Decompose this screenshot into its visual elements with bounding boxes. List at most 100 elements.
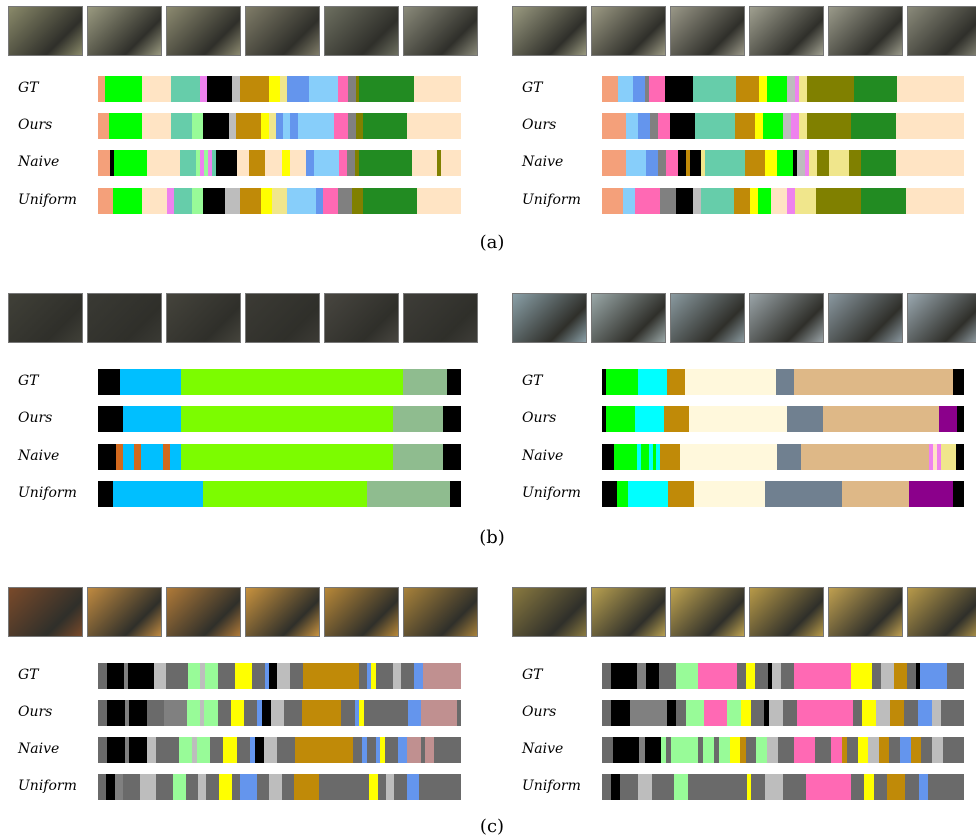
action-segment xyxy=(868,737,879,763)
action-segment xyxy=(916,663,921,689)
action-segment xyxy=(281,774,295,800)
action-segment xyxy=(156,774,174,800)
action-segment xyxy=(602,481,617,507)
action-segment xyxy=(394,774,407,800)
action-segment xyxy=(414,663,423,689)
action-segment xyxy=(315,188,324,214)
action-segment xyxy=(953,369,965,395)
video-frame-thumbnail xyxy=(828,6,903,56)
action-segment xyxy=(377,774,387,800)
action-segment xyxy=(694,481,765,507)
video-frame-thumbnail xyxy=(591,587,666,637)
action-segment xyxy=(443,444,462,470)
thumbnail-strip xyxy=(512,293,976,343)
action-segment xyxy=(946,663,965,689)
row-label: Uniform xyxy=(522,778,581,794)
action-segment xyxy=(187,663,201,689)
action-segment xyxy=(626,113,639,139)
action-segment xyxy=(649,76,666,102)
segmentation-bar xyxy=(98,406,462,432)
video-frame-thumbnail xyxy=(87,293,162,343)
row-label: Uniform xyxy=(18,778,77,794)
action-segment xyxy=(268,113,277,139)
action-segment xyxy=(367,663,372,689)
video-frame-thumbnail xyxy=(591,6,666,56)
action-segment xyxy=(750,700,765,726)
action-segment xyxy=(124,700,130,726)
video-frame-thumbnail xyxy=(670,293,745,343)
action-segment xyxy=(422,663,462,689)
action-segment xyxy=(694,113,735,139)
action-segment xyxy=(355,76,360,102)
action-segment xyxy=(450,481,462,507)
action-segment xyxy=(875,700,890,726)
video-frame-thumbnail xyxy=(749,293,824,343)
action-segment xyxy=(257,700,262,726)
action-segment xyxy=(719,737,730,763)
action-segment xyxy=(268,663,278,689)
action-segment xyxy=(98,150,111,176)
action-segment xyxy=(106,700,125,726)
action-segment xyxy=(795,188,817,214)
action-segment xyxy=(268,76,280,102)
action-segment xyxy=(208,150,213,176)
action-segment xyxy=(251,663,265,689)
action-segment xyxy=(295,737,354,763)
action-segment xyxy=(264,663,269,689)
action-segment xyxy=(314,150,339,176)
action-segment xyxy=(602,444,614,470)
action-segment xyxy=(602,406,606,432)
action-segment xyxy=(217,663,235,689)
row-label: Naive xyxy=(522,741,564,757)
action-segment xyxy=(297,113,335,139)
video-frame-thumbnail xyxy=(828,587,903,637)
action-segment xyxy=(638,774,652,800)
action-segment xyxy=(687,774,747,800)
segmentation-bar xyxy=(602,444,965,470)
action-segment xyxy=(228,113,237,139)
action-segment xyxy=(112,188,142,214)
action-segment xyxy=(852,700,863,726)
video-frame-thumbnail xyxy=(245,587,320,637)
action-segment xyxy=(806,76,854,102)
segmentation-bar xyxy=(602,774,965,800)
action-segment xyxy=(192,737,197,763)
action-segment xyxy=(98,444,117,470)
action-segment xyxy=(762,113,784,139)
action-segment xyxy=(765,150,778,176)
action-segment xyxy=(413,76,462,102)
action-segment xyxy=(223,737,238,763)
action-segment xyxy=(895,113,965,139)
segmentation-bar xyxy=(98,774,462,800)
action-segment xyxy=(156,737,179,763)
action-segment xyxy=(659,188,677,214)
action-segment xyxy=(746,774,752,800)
action-segment xyxy=(756,737,768,763)
action-segment xyxy=(362,113,407,139)
video-frame-thumbnail xyxy=(591,293,666,343)
thumbnail-strip xyxy=(8,6,478,56)
action-segment xyxy=(666,700,677,726)
action-segment xyxy=(337,76,349,102)
action-segment xyxy=(348,113,356,139)
action-segment xyxy=(234,663,252,689)
action-segment xyxy=(851,113,896,139)
action-segment xyxy=(910,737,922,763)
action-segment xyxy=(602,188,623,214)
action-segment xyxy=(239,76,269,102)
action-segment xyxy=(263,737,278,763)
video-frame-thumbnail xyxy=(403,293,478,343)
action-segment xyxy=(203,481,367,507)
video-frame-thumbnail xyxy=(166,293,241,343)
action-segment xyxy=(700,188,734,214)
action-segment xyxy=(192,113,204,139)
action-segment xyxy=(206,774,220,800)
action-segment xyxy=(348,76,356,102)
action-segment xyxy=(244,700,258,726)
action-segment xyxy=(625,150,646,176)
row-label: Naive xyxy=(522,154,564,170)
action-segment xyxy=(727,700,742,726)
action-segment xyxy=(170,113,193,139)
segmentation-bar xyxy=(602,406,965,432)
action-segment xyxy=(685,369,776,395)
